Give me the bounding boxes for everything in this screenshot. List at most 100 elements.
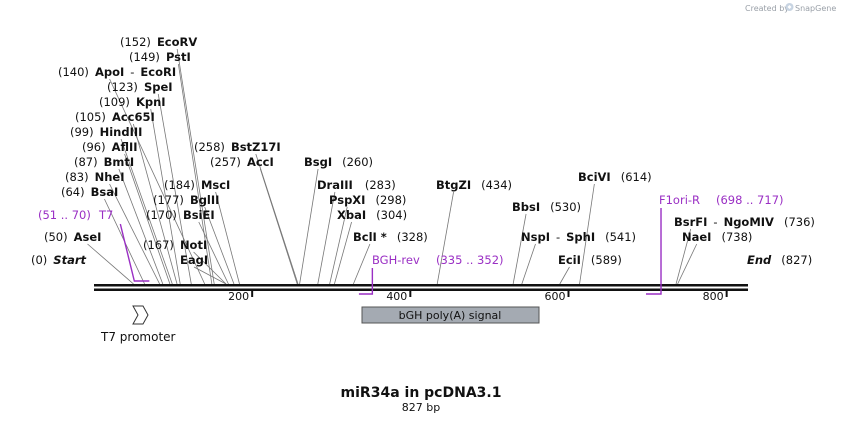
svg-text:XbaI(304): XbaI (304) — [337, 208, 407, 222]
site-kpni[interactable]: (109) KpnI — [99, 95, 166, 109]
site-bglii[interactable]: (177) BglII — [153, 193, 219, 207]
site-hindiii[interactable]: (99) HindIII — [70, 125, 142, 139]
site-draiii[interactable]: DraIII (283) — [317, 178, 396, 192]
primer-t7-range: (51 .. 70) — [38, 208, 91, 222]
site-noti[interactable]: (167) NotI — [143, 238, 207, 252]
site-bsrfi-name: BsrFI — [674, 215, 707, 229]
t7-promoter-arrow-icon — [132, 305, 149, 325]
site-nspi[interactable]: NspI - SphI (541) — [521, 230, 636, 244]
site-bsai[interactable]: (64) BsaI — [61, 185, 118, 199]
site-ecorv[interactable]: (152) EcoRV — [120, 35, 197, 49]
site-bmti-pos: (87) — [74, 155, 98, 169]
site-acci[interactable]: (257) AccI — [210, 155, 274, 169]
site-end-name: End — [747, 253, 772, 267]
site-bmti[interactable]: (87) BmtI — [74, 155, 134, 169]
site-nhei[interactable]: (83) NheI — [65, 170, 125, 184]
t7-promoter[interactable]: T7 promoter — [100, 305, 176, 344]
leader-line-ecii — [559, 266, 570, 285]
site-sphi-name: SphI — [566, 230, 595, 244]
site-bbsi[interactable]: BbsI (530) — [512, 200, 581, 214]
site-asei[interactable]: (50) AseI — [44, 230, 101, 244]
site-draiii-pos: (283) — [365, 178, 396, 192]
svg-text:(177)BglII: (177) BglII — [153, 193, 219, 207]
site-spei[interactable]: (123) SpeI — [107, 80, 173, 94]
axis-tick: 600 — [544, 290, 570, 303]
leader-line-bglii — [204, 206, 235, 285]
primer-f1ori-r[interactable]: F1ori-R (698 .. 717) — [659, 193, 784, 207]
leader-line-bstz17i — [255, 153, 299, 285]
watermark-brand: SnapGene — [795, 4, 836, 13]
leader-line-eagi — [193, 266, 227, 285]
site-start[interactable]: (0) Start — [31, 253, 87, 267]
site-btgzi-pos: (434) — [481, 178, 512, 192]
site-bsrfi[interactable]: BsrFI - NgoMIV (736) — [674, 215, 815, 229]
site-draiii-name: DraIII — [317, 178, 353, 192]
site-bstz17i[interactable]: (258) BstZ17I — [194, 140, 281, 154]
site-apoi-pos: (140) — [58, 65, 89, 79]
site-msci[interactable]: (184) MscI — [164, 178, 230, 192]
svg-text:BclI *(328): BclI * (328) — [353, 230, 428, 244]
watermark-prefix: Created by — [745, 4, 789, 13]
axis-tick: 400 — [386, 290, 412, 303]
svg-text:BciVI(614): BciVI (614) — [578, 170, 652, 184]
leader-line-psti — [177, 63, 213, 285]
site-bcivi-pos: (614) — [621, 170, 652, 184]
site-naei[interactable]: NaeI (738) — [682, 230, 752, 244]
leader-line-apoi — [109, 78, 206, 285]
site-nspi-pos: (541) — [605, 230, 636, 244]
leader-line-naei — [677, 243, 698, 285]
site-bcivi[interactable]: BciVI (614) — [578, 170, 652, 184]
site-bbsi-name: BbsI — [512, 200, 540, 214]
primer-bgh-rev[interactable]: BGH-rev (335 .. 352) — [372, 253, 504, 267]
svg-text:(87)BmtI: (87) BmtI — [74, 155, 134, 169]
site-eagi[interactable]: EagI — [180, 253, 208, 267]
site-asei-name: AseI — [74, 230, 102, 244]
site-hindiii-pos: (99) — [70, 125, 94, 139]
site-bbsi-pos: (530) — [550, 200, 581, 214]
site-bsiei[interactable]: (170) BsiEI — [146, 208, 215, 222]
axis-tick-label: 200 — [228, 290, 249, 303]
site-end-pos: (827) — [781, 253, 812, 267]
leader-line-asei — [87, 243, 134, 285]
leader-line-bsiei — [198, 221, 229, 285]
map-title: miR34a in pcDNA3.1 — [341, 385, 502, 401]
site-acci-pos: (257) — [210, 155, 241, 169]
site-xbai-name: XbaI — [337, 208, 366, 222]
site-bsgi[interactable]: BsgI (260) — [304, 155, 373, 169]
site-ecii[interactable]: EciI (589) — [558, 253, 622, 267]
site-end[interactable]: End (827) — [747, 253, 812, 267]
site-asei-pos: (50) — [44, 230, 68, 244]
site-psti[interactable]: (149) PstI — [129, 50, 191, 64]
svg-text:(50)AseI: (50) AseI — [44, 230, 101, 244]
site-bcli-pos: (328) — [397, 230, 428, 244]
leader-line-afliii — [124, 153, 171, 285]
site-nhei-name: NheI — [95, 170, 125, 184]
leader-line-bbsi — [512, 213, 527, 285]
leader-line-btgzi — [436, 191, 454, 285]
primer-bgh-rev-name: BGH-rev — [372, 253, 420, 267]
site-ngomiv-name: NgoMIV — [724, 215, 774, 229]
svg-text:NaeI(738): NaeI (738) — [682, 230, 752, 244]
primer-t7[interactable]: (51 .. 70) T7 — [38, 208, 113, 222]
site-pspxi[interactable]: PspXI (298) — [329, 193, 406, 207]
svg-text:(152)EcoRV: (152) EcoRV — [120, 35, 197, 49]
site-acc65i[interactable]: (105) Acc65I — [75, 110, 155, 124]
site-bcli[interactable]: BclI * (328) — [353, 230, 428, 244]
site-spei-name: SpeI — [144, 80, 173, 94]
leader-line-bsrfi — [675, 228, 692, 285]
axis-tick-label: 800 — [703, 290, 724, 303]
svg-text:(167)NotI: (167) NotI — [143, 238, 207, 252]
feature-bgh-polya[interactable]: bGH poly(A) signal — [361, 306, 540, 324]
svg-text:EciI(589): EciI (589) — [558, 253, 622, 267]
site-afliii[interactable]: (96) AflII — [82, 140, 138, 154]
site-xbai[interactable]: XbaI (304) — [337, 208, 407, 222]
leader-line-msci — [215, 191, 240, 285]
svg-text:(64)BsaI: (64) BsaI — [61, 185, 118, 199]
leader-line-bcli — [353, 243, 371, 285]
leader-line-xbai — [334, 221, 352, 285]
site-apoi[interactable]: (140) ApoI - EcoRI — [58, 65, 176, 79]
site-eagi-name: EagI — [180, 253, 208, 267]
svg-text:(83)NheI: (83) NheI — [65, 170, 125, 184]
primer-bracket-t7 — [119, 223, 150, 282]
site-btgzi[interactable]: BtgZI (434) — [436, 178, 512, 192]
